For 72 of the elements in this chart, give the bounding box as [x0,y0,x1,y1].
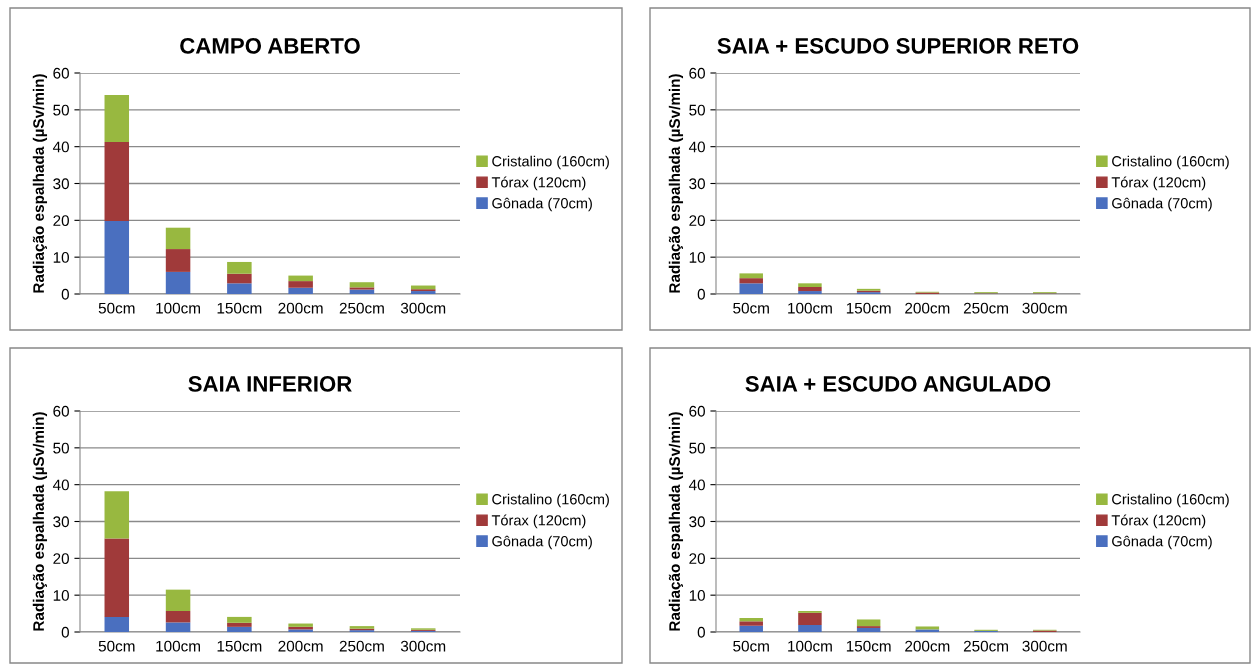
y-tick-label: 20 [53,553,69,565]
y-tick-label: 50 [53,104,69,116]
y-axis-title: Radiação espalhada (µSv/min) [668,74,684,293]
y-tick-label: 50 [689,442,705,454]
y-tick-label: 50 [689,104,705,116]
x-tick-label: 300cm [400,640,446,652]
y-tick-label: 40 [52,141,69,153]
y-tick-label: 0 [697,626,705,638]
y-tick-label: 30 [689,516,705,528]
legend-label: Gônada (70cm) [492,197,592,212]
x-tick-label: 250cm [963,302,1008,314]
chart-title: SAIA + ESCUDO SUPERIOR RETO [717,38,1079,54]
legend-label: Tórax (120cm) [491,514,586,529]
y-tick-label: 0 [697,288,705,300]
legend-label: Gônada (70cm) [1112,197,1212,212]
y-tick-label: 20 [689,215,705,227]
y-tick-label: 40 [688,141,705,153]
x-tick-label: 300cm [400,302,446,314]
x-tick-label: 150cm [846,302,891,314]
x-tick-label: 200cm [905,302,950,314]
legend-label: Tórax (120cm) [491,176,586,191]
y-axis-title: Radiação espalhada (µSv/min) [32,412,48,631]
x-tick-label: 100cm [788,302,832,314]
legend-label: Cristalino (160cm) [492,493,609,508]
chart-title: CAMPO ABERTO [180,38,360,54]
y-tick-label: 60 [689,405,705,417]
y-tick-label: 20 [53,215,69,227]
y-tick-label: 30 [53,178,69,190]
y-tick-label: 20 [689,553,705,565]
y-tick-label: 40 [688,479,705,491]
x-tick-label: 200cm [278,640,323,652]
y-tick-label: 10 [53,252,69,263]
x-tick-label: 150cm [217,640,262,652]
x-tick-label: 200cm [905,640,950,652]
x-tick-label: 150cm [217,302,262,314]
legend-label: Cristalino (160cm) [1112,155,1229,170]
legend-label: Tórax (120cm) [1111,514,1206,529]
x-tick-label: 100cm [156,640,200,652]
y-tick-label: 10 [689,590,705,601]
x-tick-label: 250cm [963,640,1008,652]
y-tick-label: 60 [53,67,69,79]
y-tick-label: 0 [61,288,69,300]
legend-label: Cristalino (160cm) [1112,493,1229,508]
chart-title: SAIA INFERIOR [188,376,352,392]
x-tick-label: 100cm [156,302,200,314]
x-tick-label: 150cm [846,640,891,652]
y-tick-label: 30 [53,516,69,528]
y-axis-title: Radiação espalhada (µSv/min) [32,74,48,293]
x-tick-label: 250cm [339,302,384,314]
x-tick-label: 50cm [733,302,769,314]
x-tick-label: 50cm [98,302,135,314]
y-tick-label: 10 [53,590,69,601]
x-tick-label: 200cm [278,302,323,314]
chart-title: SAIA + ESCUDO ANGULADO [745,376,1051,392]
legend-label: Gônada (70cm) [1112,535,1212,550]
y-tick-label: 30 [689,178,705,190]
x-tick-label: 50cm [98,640,135,652]
legend-label: Cristalino (160cm) [492,155,609,170]
y-tick-label: 60 [53,405,69,417]
x-tick-label: 300cm [1022,302,1067,314]
y-tick-label: 0 [61,626,69,638]
legend-label: Gônada (70cm) [492,535,592,550]
x-tick-label: 250cm [339,640,384,652]
y-axis-title: Radiação espalhada (µSv/min) [668,412,684,631]
x-tick-label: 300cm [1022,640,1067,652]
x-tick-label: 50cm [733,640,769,652]
legend-label: Tórax (120cm) [1111,176,1206,191]
y-tick-label: 60 [689,67,705,79]
y-tick-label: 40 [52,479,69,491]
y-tick-label: 10 [689,252,705,263]
y-tick-label: 50 [53,442,69,454]
x-tick-label: 100cm [788,640,832,652]
